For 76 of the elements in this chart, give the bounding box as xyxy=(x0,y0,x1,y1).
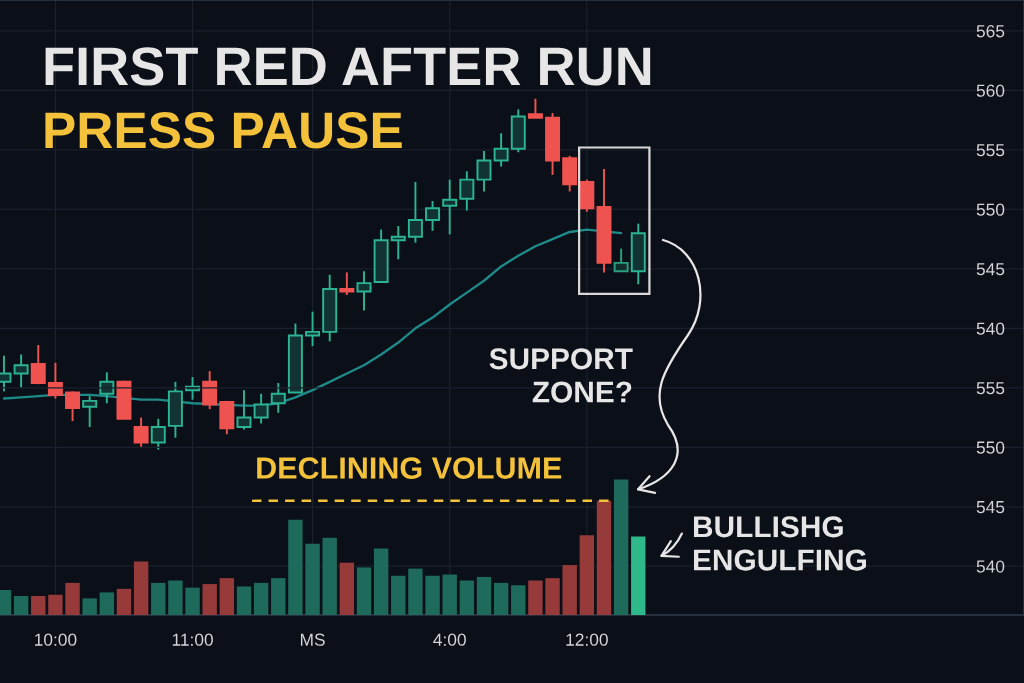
candlestick xyxy=(99,371,115,405)
x-tick-label: 11:00 xyxy=(172,633,213,646)
bar xyxy=(185,587,200,615)
bar xyxy=(202,584,217,615)
candlestick xyxy=(356,270,372,312)
bar xyxy=(425,575,440,615)
ref-line-label: DECLINING VOLUME xyxy=(257,457,562,479)
candlestick xyxy=(476,150,492,193)
candlestick xyxy=(82,395,98,429)
bar xyxy=(631,536,646,615)
bar xyxy=(613,479,629,615)
x-tick-label: 4:00 xyxy=(433,633,466,646)
bar xyxy=(511,585,526,615)
candlestick xyxy=(150,417,166,451)
y-tick-label: 545 xyxy=(976,263,1005,276)
x-tick-label: 10:00 xyxy=(35,633,77,646)
bar xyxy=(48,594,63,615)
candlestick xyxy=(390,225,406,261)
bar xyxy=(305,543,320,615)
bar xyxy=(133,561,149,615)
bar xyxy=(408,568,423,615)
bar xyxy=(253,582,269,615)
candlestick xyxy=(236,389,252,431)
candlestick xyxy=(407,181,423,244)
bar xyxy=(442,574,457,615)
candlestick xyxy=(133,416,149,449)
candlestick xyxy=(65,390,81,423)
candlestick xyxy=(253,392,269,425)
annotation: BULLISHG ENGULFING xyxy=(694,516,866,571)
y-tick-label: 540 xyxy=(976,322,1005,335)
bar xyxy=(288,519,303,615)
candlestick xyxy=(13,353,29,389)
y-tick-label: 560 xyxy=(976,84,1005,97)
bar xyxy=(236,586,252,615)
bar xyxy=(82,598,97,615)
candlestick xyxy=(613,247,629,273)
bar xyxy=(339,562,355,615)
bar xyxy=(596,500,612,615)
bar xyxy=(579,535,595,615)
candlestick xyxy=(305,310,321,348)
bar xyxy=(545,578,560,615)
bar xyxy=(528,580,543,615)
bar xyxy=(493,582,509,615)
candlestick xyxy=(47,361,63,400)
candlestick xyxy=(493,132,509,168)
y-tick-label: 555 xyxy=(976,144,1005,157)
y-tick-label: 550 xyxy=(976,203,1005,216)
bar xyxy=(116,588,132,615)
candlestick xyxy=(425,200,441,232)
candlestick xyxy=(339,271,355,296)
text: FIRST RED AFTER RUN xyxy=(45,47,651,86)
text: PRESS PAUSE xyxy=(45,112,402,149)
y-tick-label: 565 xyxy=(976,25,1005,38)
bar xyxy=(219,578,235,615)
bar xyxy=(322,537,337,615)
bar xyxy=(391,575,406,615)
candlestick xyxy=(202,370,218,411)
bar xyxy=(459,580,475,615)
bar xyxy=(476,576,492,615)
candlestick xyxy=(442,178,458,236)
x-tick-label: 12:00 xyxy=(566,633,608,646)
bar xyxy=(562,565,577,615)
annotation: SUPPORT ZONE? xyxy=(489,348,633,403)
bar xyxy=(373,548,389,615)
bar xyxy=(99,592,115,615)
candlestick xyxy=(270,382,286,414)
candlestick xyxy=(527,97,543,119)
candlestick xyxy=(459,170,475,212)
x-tick-label: MS xyxy=(300,633,325,646)
bar xyxy=(31,595,46,615)
bar xyxy=(151,582,166,615)
bar xyxy=(168,580,183,615)
candlestick xyxy=(30,344,46,386)
bar xyxy=(356,567,372,615)
bar xyxy=(271,578,286,615)
bar xyxy=(65,582,80,615)
